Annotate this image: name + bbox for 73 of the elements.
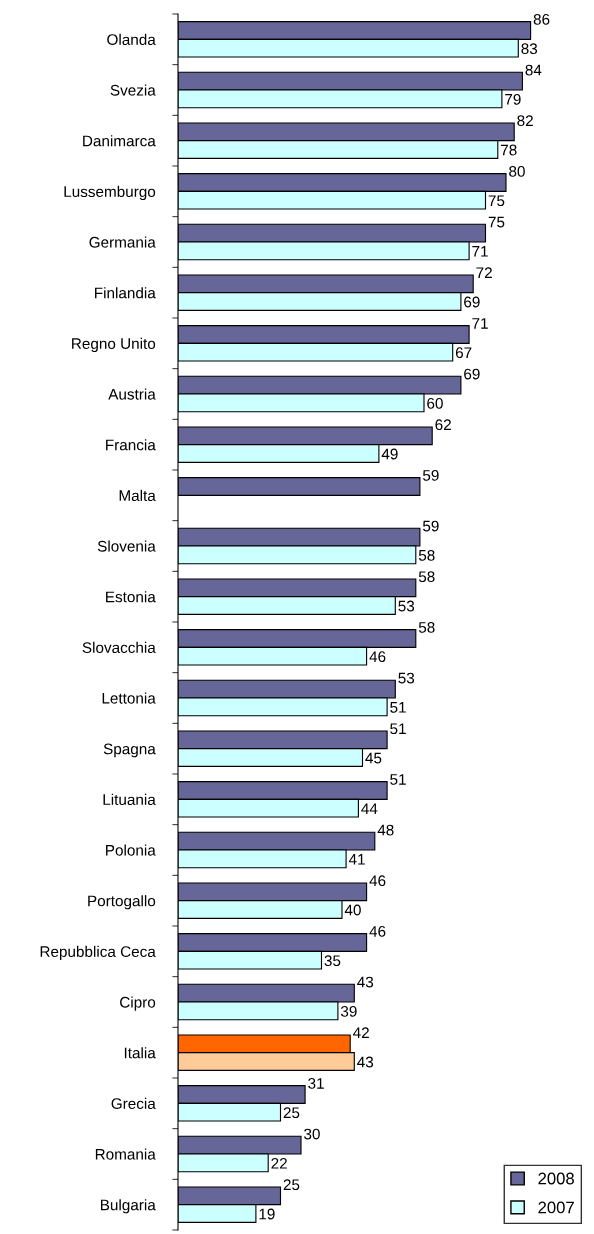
y-tick-label: Lettonia [102, 692, 156, 704]
data-label: 46 [369, 875, 386, 887]
data-label: 58 [418, 621, 435, 633]
data-label: 49 [381, 448, 398, 460]
legend-label: 2008 [538, 1172, 574, 1185]
data-label: 22 [271, 1157, 287, 1169]
data-label: 44 [361, 803, 378, 814]
data-label: 51 [390, 774, 406, 785]
y-tick-label: Lussemburgo [64, 185, 156, 201]
data-label: 59 [422, 520, 439, 532]
data-label: 46 [369, 925, 386, 937]
y-tick-label: Slovacchia [82, 641, 156, 654]
y-tick-label: Romania [95, 1148, 156, 1160]
data-label: 51 [390, 723, 406, 735]
data-label: 69 [464, 368, 480, 380]
y-tick-label: Svezia [110, 84, 156, 96]
data-label: 43 [357, 1056, 374, 1068]
data-label: 25 [283, 1179, 300, 1191]
y-tick-label: Cipro [120, 996, 156, 1011]
data-label: 48 [377, 824, 394, 836]
y-tick-label: Lituania [103, 793, 156, 806]
data-label: 75 [488, 195, 505, 207]
y-tick-label: Estonia [106, 591, 156, 603]
y-tick-label: Regno Unito [72, 337, 156, 353]
data-label: 59 [422, 469, 439, 481]
data-label: 25 [283, 1107, 300, 1119]
data-label: 42 [353, 1027, 369, 1038]
data-label: 78 [501, 144, 517, 156]
data-label: 53 [398, 672, 415, 684]
data-label: 72 [476, 267, 492, 278]
y-tick-label: Slovenia [97, 540, 156, 552]
y-tick-label: Portogallo [88, 895, 156, 910]
data-label: 43 [357, 976, 374, 988]
y-tick-label: Finlandia [95, 287, 156, 299]
data-label: 62 [435, 419, 451, 431]
data-label: 46 [369, 651, 386, 663]
y-tick-label: Italia [124, 1047, 156, 1059]
data-label: 84 [525, 64, 542, 76]
data-label: 53 [398, 600, 415, 612]
data-label: 58 [418, 571, 435, 583]
data-label: 69 [464, 296, 480, 308]
data-label: 30 [304, 1128, 320, 1140]
y-tick-label: Malta [119, 489, 156, 502]
y-tick-label: Bulgaria [100, 1199, 156, 1214]
legend-label: 2007 [538, 1201, 574, 1214]
y-tick-label: Spagna [103, 743, 156, 758]
data-label: 19 [259, 1208, 275, 1220]
y-tick-label: Germania [89, 236, 156, 248]
data-label: 80 [509, 165, 525, 177]
data-label: 83 [521, 43, 538, 55]
data-label: 35 [324, 955, 341, 967]
data-label: 67 [455, 347, 472, 359]
data-label: 39 [340, 1005, 357, 1017]
data-label: 82 [517, 115, 533, 127]
data-label: 75 [488, 216, 505, 228]
data-label: 41 [348, 854, 365, 865]
data-label: 71 [472, 246, 488, 257]
data-label: 58 [418, 549, 435, 561]
data-label: 51 [390, 702, 406, 713]
y-tick-label: Danimarca [83, 135, 156, 147]
y-tick-label: Polonia [106, 844, 156, 856]
data-label: 40 [344, 904, 361, 916]
y-tick-label: Austria [108, 388, 156, 400]
data-label: 45 [365, 752, 382, 764]
y-tick-label: Repubblica Ceca [40, 945, 156, 961]
y-tick-label: Olanda [107, 33, 156, 46]
data-label: 79 [505, 93, 521, 105]
y-tick-label: Francia [106, 439, 156, 451]
data-label: 86 [533, 13, 550, 25]
data-label: 60 [427, 397, 443, 409]
data-label: 71 [472, 318, 488, 329]
data-label: 31 [308, 1077, 324, 1089]
y-tick-label: Grecia [111, 1097, 156, 1110]
